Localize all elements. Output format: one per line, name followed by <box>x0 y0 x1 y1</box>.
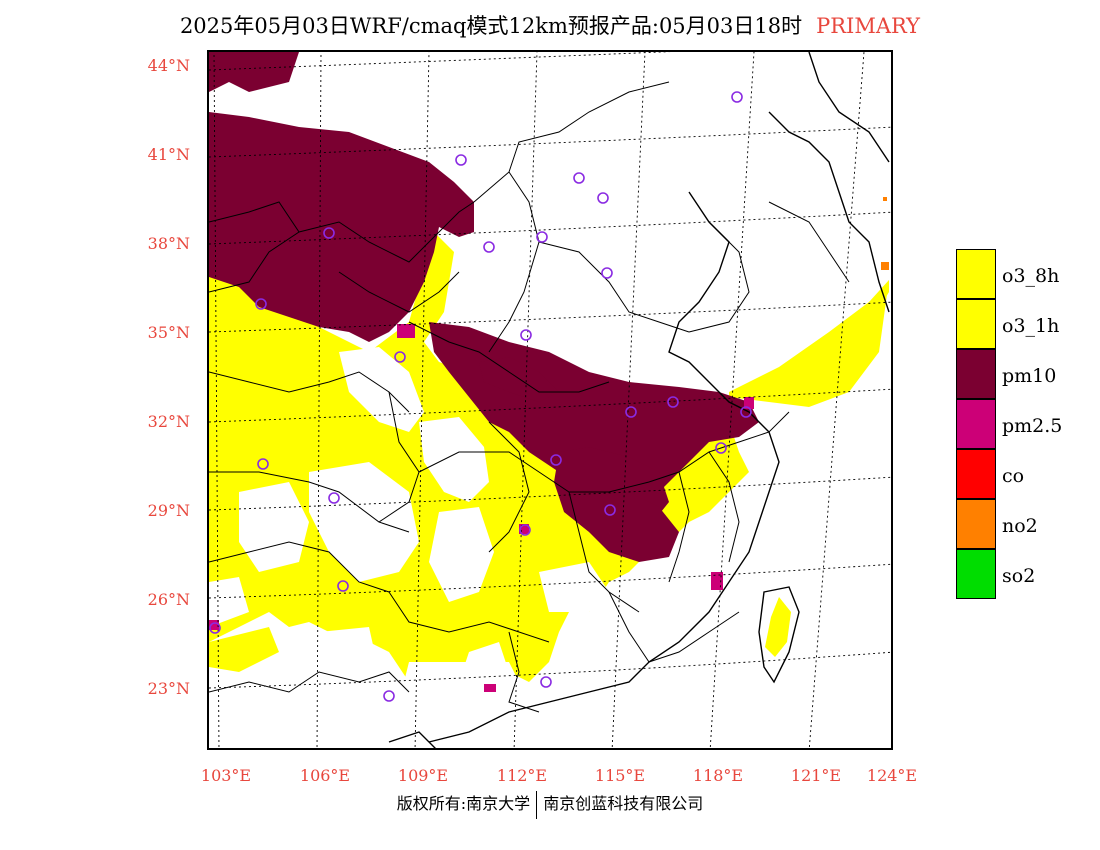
station-marker <box>740 406 752 418</box>
lat-label-32: 32°N <box>147 412 190 431</box>
station-marker <box>536 231 548 243</box>
station-marker <box>257 458 269 470</box>
lat-label-35: 35°N <box>147 323 190 342</box>
lon-label-112: 112°E <box>496 766 548 785</box>
no2-spots <box>881 197 889 270</box>
station-marker <box>601 267 613 279</box>
pm10-field <box>209 52 759 562</box>
station-marker <box>455 154 467 166</box>
pm10-region-south <box>589 492 679 562</box>
graticule <box>209 52 891 748</box>
lon-label-124: 124°E <box>866 766 918 785</box>
legend-label-o3-8h: o3_8h <box>1002 265 1060 287</box>
legend-swatch-no2 <box>956 499 996 549</box>
pm10-band-east <box>479 357 559 402</box>
lat-label-29: 29°N <box>147 501 190 520</box>
map-canvas <box>209 52 891 748</box>
lon-label-106: 106°E <box>299 766 351 785</box>
province-borders <box>209 81 850 713</box>
station-marker <box>597 192 609 204</box>
station-marker <box>323 227 335 239</box>
ozone-coast-band <box>749 280 889 382</box>
pm10-region-top <box>209 52 299 92</box>
copyright-footer: 版权所有:南京大学 南京创蓝科技有限公司 <box>0 790 1100 819</box>
chart-title: 2025年05月03日WRF/cmaq模式12km预报产品:05月03日18时 P… <box>0 10 1100 40</box>
lat-label-44: 44°N <box>147 56 190 75</box>
lon-label-109: 109°E <box>397 766 449 785</box>
legend-swatch-so2 <box>956 549 996 599</box>
lon-label-103: 103°E <box>200 766 252 785</box>
footer-right: 南京创蓝科技有限公司 <box>543 794 704 813</box>
legend-swatch-o3-1h <box>956 299 996 349</box>
station-marker <box>255 298 267 310</box>
station-marker <box>394 351 406 363</box>
station-marker <box>209 622 221 634</box>
station-marker <box>520 329 532 341</box>
footer-left: 版权所有:南京大学 <box>396 794 531 813</box>
legend-label-pm10: pm10 <box>1002 365 1057 387</box>
lon-label-115: 115°E <box>594 766 646 785</box>
legend-label-no2: no2 <box>1002 515 1038 537</box>
lat-label-26: 26°N <box>147 590 190 609</box>
lat-label-38: 38°N <box>147 234 190 253</box>
station-marker <box>604 504 616 516</box>
pm10-region-northwest <box>209 112 474 342</box>
legend-swatch-o3-8h <box>956 249 996 299</box>
legend-swatch-pm25 <box>956 399 996 449</box>
station-marker <box>337 580 349 592</box>
station-marker <box>550 454 562 466</box>
legend-label-co: co <box>1002 465 1025 487</box>
legend-swatch-co <box>956 449 996 499</box>
title-main: 2025年05月03日WRF/cmaq模式12km预报产品:05月03日18时 <box>179 14 803 38</box>
station-marker <box>573 172 585 184</box>
station-marker <box>383 690 395 702</box>
station-marker <box>540 676 552 688</box>
lat-label-41: 41°N <box>147 145 190 164</box>
ozone-region-south <box>209 627 279 672</box>
map-panel[interactable] <box>207 50 893 750</box>
footer-separator <box>536 790 538 819</box>
station-marker <box>519 524 531 536</box>
station-marker <box>328 492 340 504</box>
lat-label-23: 23°N <box>147 679 190 698</box>
coastline <box>388 52 890 748</box>
station-marker <box>483 241 495 253</box>
legend-label-o3-1h: o3_1h <box>1002 315 1060 337</box>
station-marker <box>715 442 727 454</box>
legend-label-so2: so2 <box>1002 565 1036 587</box>
station-marker <box>625 406 637 418</box>
title-primary-tag: PRIMARY <box>816 14 921 38</box>
lon-label-121: 121°E <box>790 766 842 785</box>
pm25-spots <box>209 324 754 692</box>
ozone-taiwan-fill <box>765 597 791 657</box>
station-marker <box>731 91 743 103</box>
lon-label-118: 118°E <box>692 766 744 785</box>
legend-label-pm25: pm2.5 <box>1002 415 1063 437</box>
station-marker <box>667 396 679 408</box>
station-markers <box>209 91 752 702</box>
legend-swatch-pm10 <box>956 349 996 399</box>
